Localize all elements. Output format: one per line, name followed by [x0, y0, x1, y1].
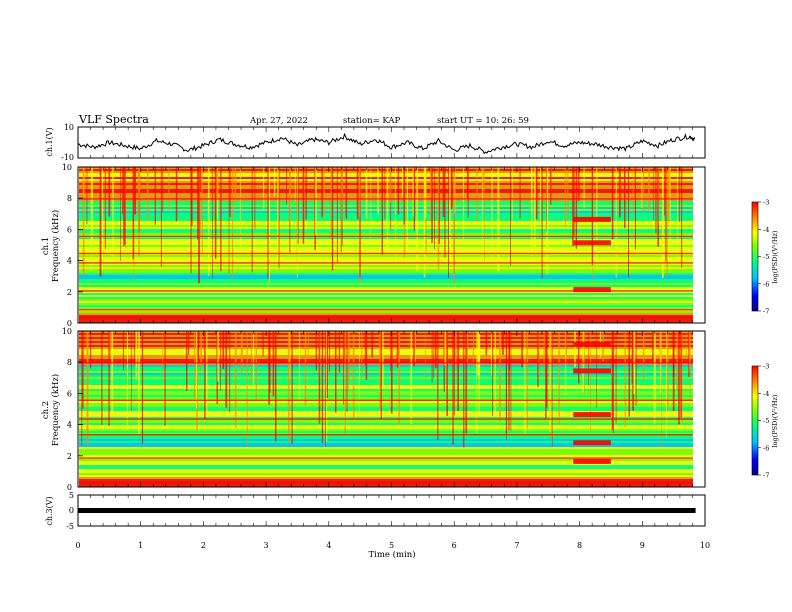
time-axis-label: Time (min)	[368, 549, 415, 560]
ch1-colorbar	[751, 201, 759, 312]
ch1-ylabel: ch.1(V)	[45, 127, 54, 156]
colorbar-tick-label: -7	[763, 472, 769, 480]
time-tick-label: 6	[452, 541, 457, 550]
colorbar-tick-label: -3	[763, 363, 769, 371]
ch1-panel: 10 -10 ch.1(V)	[45, 123, 706, 162]
station-label: station= KAP	[343, 116, 401, 126]
time-tick-label: 1	[138, 541, 143, 550]
ch1-ytick-top: 10	[64, 123, 74, 132]
freq-tick-label: 6	[67, 225, 72, 234]
time-tick-label: 3	[264, 541, 269, 550]
ch1-spectrogram-ylabel-channel: ch.1	[41, 237, 51, 255]
freq-tick-label: 8	[67, 194, 72, 203]
time-axis: 0 1 2 3 4 5 6 7 8 9 10	[75, 127, 710, 550]
start-time-label: start UT = 10: 26: 59	[437, 116, 529, 126]
ch3-panel: 5 0 -5 ch.3(V)	[45, 491, 706, 531]
time-tick-label: 8	[577, 541, 582, 550]
ch3-ytick-top: 5	[69, 491, 74, 500]
freq-tick-label: 4	[67, 257, 72, 266]
freq-tick-label: 2	[67, 452, 72, 461]
time-tick-label: 5	[389, 541, 394, 550]
freq-tick-label: 10	[62, 163, 72, 172]
freq-tick-label: 6	[67, 389, 72, 398]
freq-tick-label: 8	[67, 358, 72, 367]
ch3-ylabel: ch.3(V)	[45, 496, 54, 525]
freq-tick-label: 4	[67, 421, 72, 430]
colorbar-tick-label: -4	[763, 226, 769, 234]
ch2-colorbar-label: log(PSD)(V²/Hz)	[771, 394, 779, 447]
ch2-spectrogram-ylabel-channel: ch.2	[41, 401, 51, 419]
time-tick-label: 9	[640, 541, 645, 550]
ch3-ytick-mid: 0	[69, 506, 74, 515]
ch1-ytick-bottom: -10	[61, 153, 74, 162]
freq-tick-label: 2	[67, 288, 72, 297]
ch1-colorbar-label: log(PSD)(V²/Hz)	[771, 230, 779, 283]
freq-tick-label: 10	[62, 327, 72, 336]
time-tick-label: 4	[326, 541, 331, 550]
time-tick-label: 7	[514, 541, 519, 550]
ch1-trace	[77, 132, 696, 155]
ch2-spectrogram-ylabel-freq: Frequency (kHz)	[50, 374, 61, 446]
colorbar-tick-label: -5	[763, 417, 769, 425]
date-label: Apr. 27, 2022	[249, 116, 308, 126]
ch3-trace	[78, 508, 696, 513]
time-tick-label: 2	[201, 541, 206, 550]
colorbar-tick-label: -6	[763, 280, 769, 288]
ch1-spectrogram-ylabel-freq: Frequency (kHz)	[50, 210, 61, 282]
freq-tick-label: 0	[67, 483, 72, 492]
figure-title: VLF Spectra	[78, 113, 149, 126]
ch3-ytick-bottom: -5	[66, 522, 74, 531]
colorbar-tick-label: -5	[763, 253, 769, 261]
freq-tick-label: 0	[67, 319, 72, 328]
colorbar-tick-label: -7	[763, 308, 769, 316]
ch2-colorbar	[751, 365, 759, 476]
ch2-spectrogram-image	[79, 331, 693, 488]
time-tick-label: 0	[75, 541, 80, 550]
time-tick-label: 10	[700, 541, 710, 550]
colorbar-tick-label: -3	[763, 199, 769, 207]
colorbar-tick-label: -4	[763, 390, 769, 398]
colorbar-tick-label: -6	[763, 444, 769, 452]
ch1-spectrogram-image	[79, 167, 693, 324]
